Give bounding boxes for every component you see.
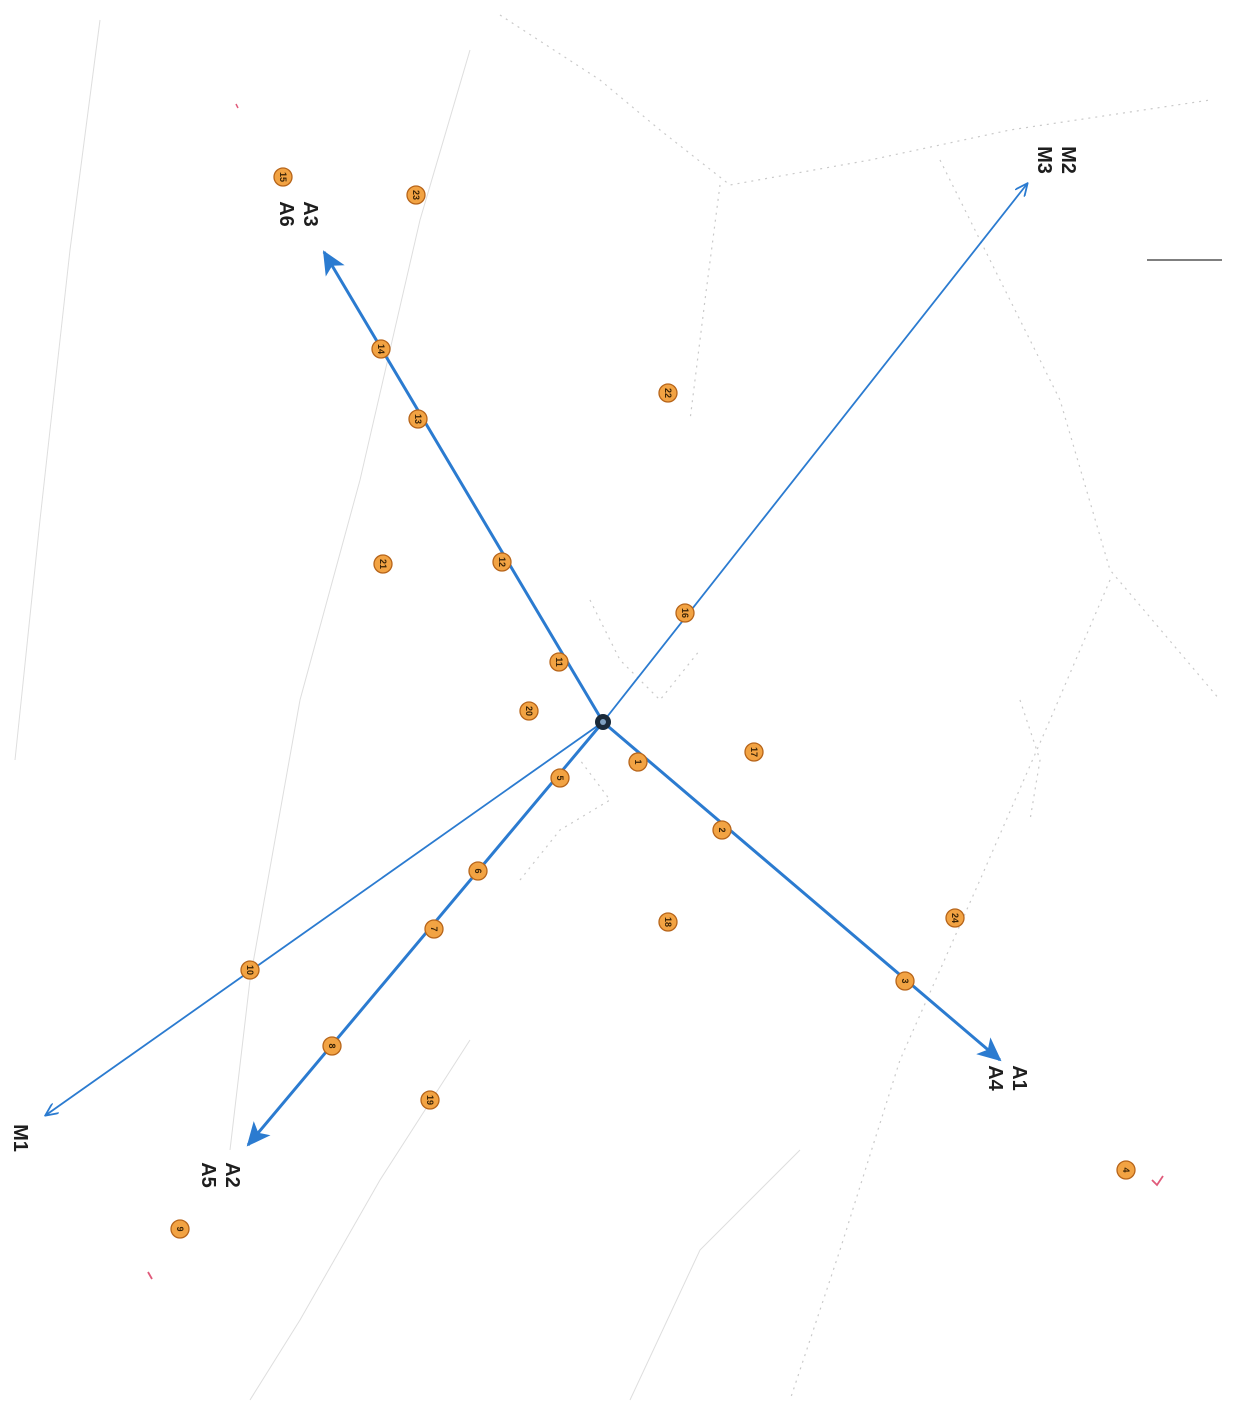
marker-7-label: 7 bbox=[429, 926, 439, 931]
axis-m1 bbox=[46, 721, 604, 1115]
marker-14[interactable]: 14 bbox=[371, 339, 391, 359]
axis-a3-a6 bbox=[322, 250, 605, 723]
marker-11[interactable]: 11 bbox=[549, 652, 569, 672]
marker-9[interactable]: 9 bbox=[170, 1219, 190, 1239]
marker-4-label: 4 bbox=[1121, 1167, 1131, 1172]
marker-18-label: 18 bbox=[663, 917, 673, 927]
marker-13-label: 13 bbox=[413, 414, 423, 424]
marker-21-label: 21 bbox=[378, 559, 388, 569]
marker-17[interactable]: 17 bbox=[744, 742, 764, 762]
marker-6-label: 6 bbox=[473, 868, 483, 873]
marker-6[interactable]: 6 bbox=[468, 861, 488, 881]
marker-22[interactable]: 22 bbox=[658, 383, 678, 403]
marker-1-label: 1 bbox=[633, 759, 643, 764]
marker-5-label: 5 bbox=[555, 775, 565, 780]
marker-18[interactable]: 18 bbox=[658, 912, 678, 932]
marker-14-label: 14 bbox=[376, 344, 386, 354]
marker-8[interactable]: 8 bbox=[322, 1036, 342, 1056]
label-a2: A2 bbox=[221, 1162, 243, 1188]
label-a4: A4 bbox=[984, 1065, 1006, 1091]
axis-m2-m3 bbox=[602, 184, 1027, 723]
label-m2: M2 bbox=[1057, 146, 1079, 174]
marker-12-label: 12 bbox=[497, 557, 507, 567]
marker-2-label: 2 bbox=[717, 827, 727, 832]
label-a3: A3 bbox=[299, 201, 321, 227]
marker-5[interactable]: 5 bbox=[550, 768, 570, 788]
marker-19-label: 19 bbox=[425, 1095, 435, 1105]
marker-3[interactable]: 3 bbox=[895, 971, 915, 991]
marker-1[interactable]: 1 bbox=[628, 752, 648, 772]
marker-24-label: 24 bbox=[950, 913, 960, 923]
marker-10[interactable]: 10 bbox=[240, 960, 260, 980]
background-map-lines bbox=[14, 14, 1222, 1401]
marker-21[interactable]: 21 bbox=[373, 554, 393, 574]
label-m3: M3 bbox=[1033, 146, 1055, 174]
marker-9-label: 9 bbox=[175, 1226, 185, 1231]
axis-a1-a4 bbox=[602, 720, 1002, 1062]
marker-23-label: 23 bbox=[411, 190, 421, 200]
center-point bbox=[595, 714, 611, 730]
label-a1: A1 bbox=[1008, 1065, 1030, 1091]
marker-4[interactable]: 4 bbox=[1116, 1160, 1136, 1180]
label-a6: A6 bbox=[275, 201, 297, 227]
label-a5: A5 bbox=[197, 1162, 219, 1188]
marker-19[interactable]: 19 bbox=[420, 1090, 440, 1110]
marker-10-label: 10 bbox=[245, 965, 255, 975]
red-tick-marks bbox=[147, 103, 1164, 1280]
label-m1: M1 bbox=[9, 1124, 31, 1152]
marker-20[interactable]: 20 bbox=[519, 701, 539, 721]
marker-3-label: 3 bbox=[900, 978, 910, 983]
marker-15[interactable]: 15 bbox=[273, 167, 293, 187]
marker-13[interactable]: 13 bbox=[408, 409, 428, 429]
marker-2[interactable]: 2 bbox=[712, 820, 732, 840]
marker-20-label: 20 bbox=[524, 706, 534, 716]
marker-22-label: 22 bbox=[663, 388, 673, 398]
marker-16[interactable]: 16 bbox=[675, 603, 695, 623]
axis-lines bbox=[46, 184, 1027, 1147]
marker-15-label: 15 bbox=[278, 172, 288, 182]
marker-17-label: 17 bbox=[749, 747, 759, 757]
marker-11-label: 11 bbox=[554, 657, 564, 667]
marker-24[interactable]: 24 bbox=[945, 908, 965, 928]
marker-16-label: 16 bbox=[680, 608, 690, 618]
marker-7[interactable]: 7 bbox=[424, 919, 444, 939]
marker-8-label: 8 bbox=[327, 1043, 337, 1048]
marker-23[interactable]: 23 bbox=[406, 185, 426, 205]
marker-12[interactable]: 12 bbox=[492, 552, 512, 572]
